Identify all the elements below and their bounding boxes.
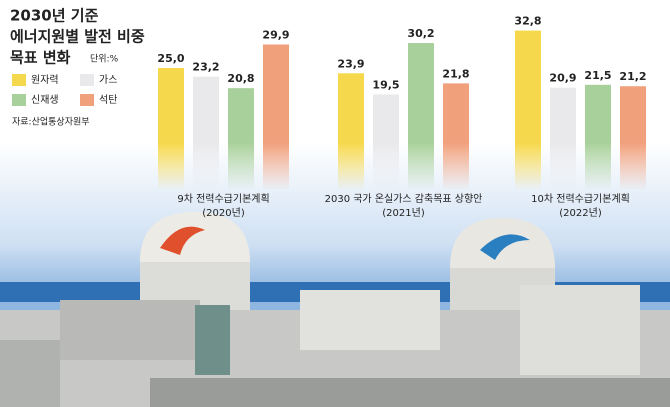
value-label: 30,2 — [407, 27, 434, 40]
bar — [263, 44, 289, 249]
value-label: 23,9 — [337, 57, 364, 70]
value-label: 21,8 — [442, 67, 469, 80]
value-label: 19,5 — [372, 78, 399, 91]
bar — [373, 94, 399, 249]
value-label: 21,5 — [584, 69, 611, 82]
legend-label: 신재생 — [31, 94, 59, 106]
bar — [193, 76, 219, 248]
bar — [620, 86, 646, 249]
value-label: 20,8 — [227, 72, 254, 85]
legend-label: 가스 — [99, 74, 117, 86]
title-line: 에너지원별 발전 비중 — [10, 28, 145, 46]
category-year: (2021년) — [382, 207, 425, 219]
category-label: 2030 국가 온실가스 감축목표 상향안 — [325, 193, 483, 205]
plant-photo — [0, 212, 670, 407]
legend-swatch — [12, 94, 26, 106]
value-label: 23,2 — [192, 61, 219, 74]
bar — [515, 30, 541, 249]
title-line: 2030년 기준 — [10, 7, 99, 25]
bar — [338, 73, 364, 248]
unit: 단위:% — [90, 54, 119, 65]
bar — [158, 68, 184, 248]
title-line: 목표 변화 — [10, 49, 71, 67]
bar — [585, 84, 611, 248]
legend-swatch — [12, 74, 26, 86]
category-label: 10차 전력수급기본계획 — [531, 193, 630, 205]
legend-swatch — [80, 74, 94, 86]
value-label: 29,9 — [262, 28, 289, 41]
source: 자료:산업통상자원부 — [12, 117, 90, 128]
bar — [228, 88, 254, 248]
bar — [408, 43, 434, 248]
value-label: 21,2 — [619, 70, 646, 83]
category-year: (2022년) — [559, 207, 602, 219]
category-year: (2020년) — [202, 207, 245, 219]
legend-swatch — [80, 94, 94, 106]
value-label: 25,0 — [157, 52, 184, 65]
legend-label: 석탄 — [99, 94, 117, 106]
bars — [158, 30, 646, 249]
value-label: 20,9 — [549, 72, 576, 85]
legend-label: 원자력 — [31, 74, 59, 86]
value-label: 32,8 — [514, 15, 541, 28]
category-label: 9차 전력수급기본계획 — [177, 193, 269, 205]
bar — [443, 83, 469, 248]
bar — [550, 87, 576, 249]
